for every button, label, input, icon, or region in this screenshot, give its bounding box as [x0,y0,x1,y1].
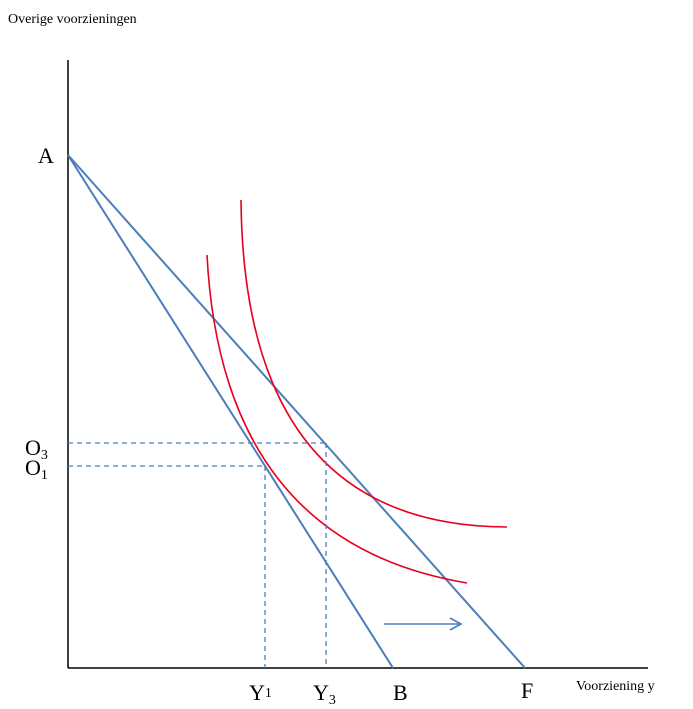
budget-line-af [67,154,526,669]
label-a: A [38,143,54,168]
indifference-curve-2 [240,199,508,528]
budget-line-ab [67,154,394,669]
indifference-curve-1 [206,254,468,584]
label-y1: Y1 [249,680,272,705]
y-axis-title: Overige voorzieningen [8,12,137,27]
x-axis-title: Voorziening y [576,679,655,694]
shift-arrow [384,617,463,631]
label-b: B [393,680,408,705]
label-y3: Y3 [313,680,336,708]
label-o1: O1 [25,455,48,483]
label-o3: O3 [25,435,48,463]
label-f: F [521,678,533,703]
